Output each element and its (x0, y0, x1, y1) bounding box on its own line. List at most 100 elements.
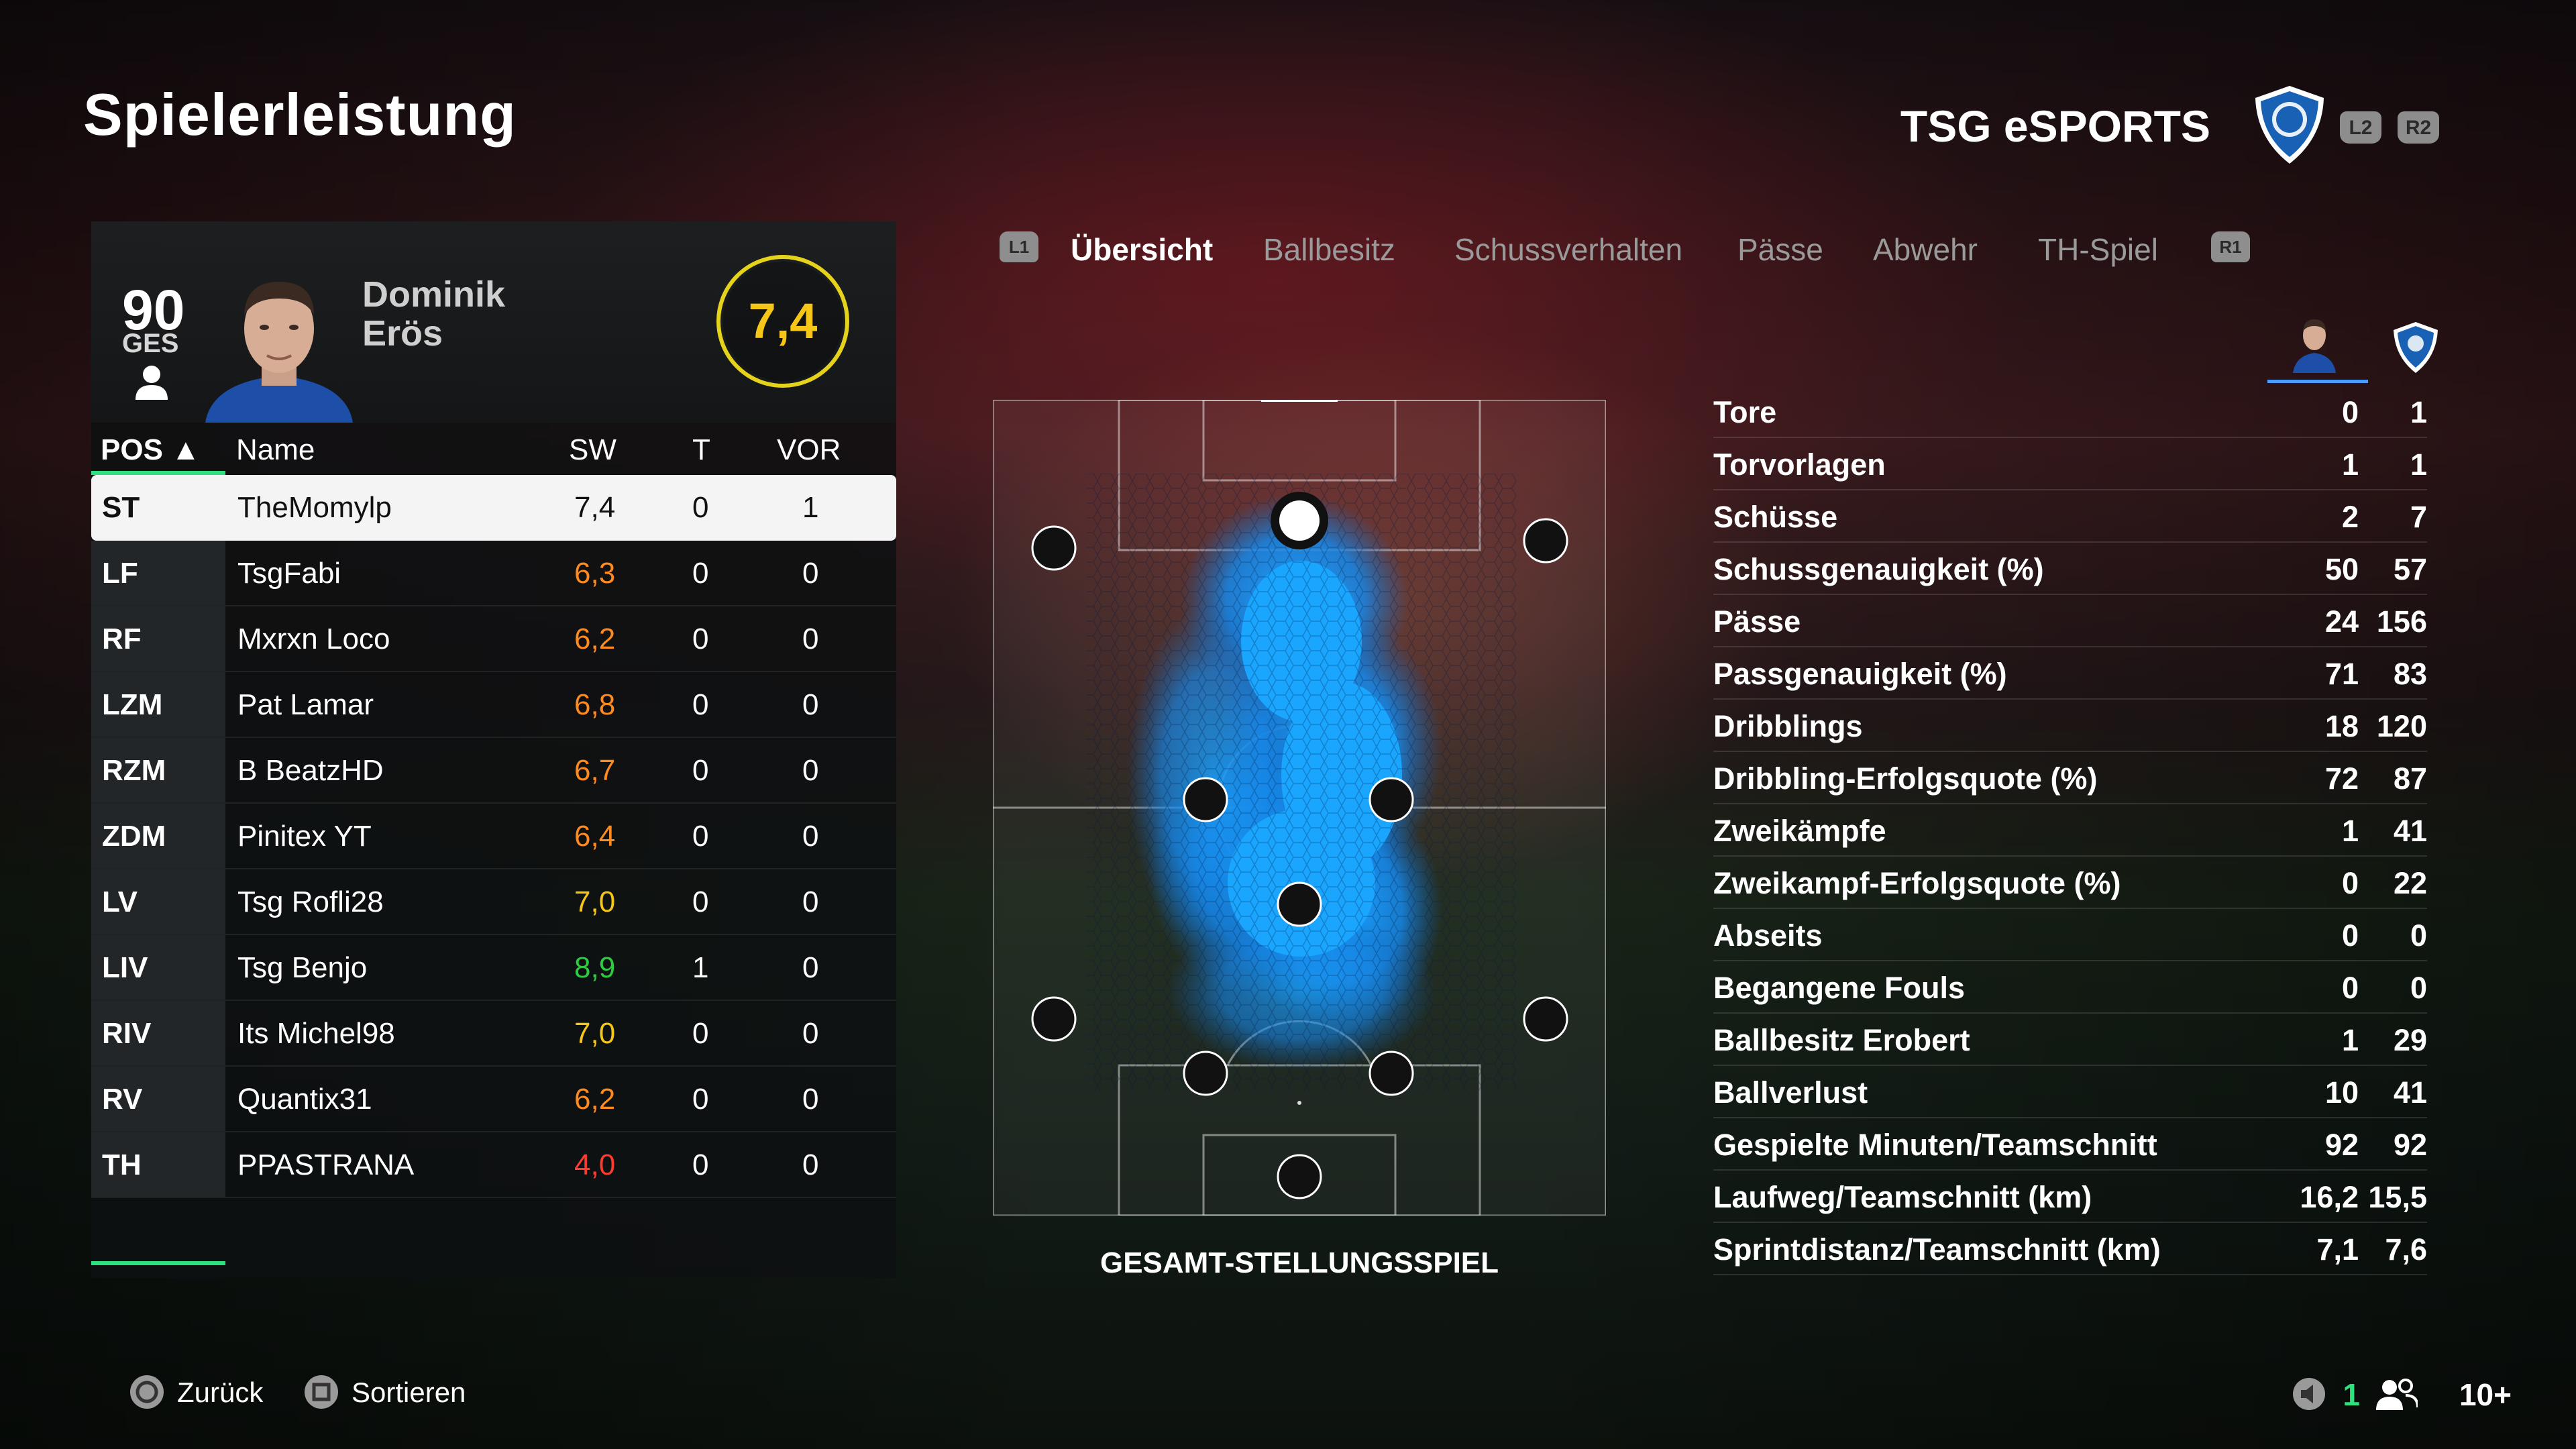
row-goals: 0 (692, 491, 709, 524)
club-crest-icon (2255, 86, 2324, 164)
row-position: RIV (102, 1017, 152, 1050)
tab-th-spiel[interactable]: TH-Spiel (2038, 232, 2158, 267)
pos-cell (91, 541, 225, 605)
pos-cell (91, 738, 225, 802)
row-goals: 0 (692, 1083, 709, 1116)
tab-schussverhalten[interactable]: Schussverhalten (1454, 232, 1683, 267)
stat-label: Zweikampf-Erfolgsquote (%) (1713, 866, 2121, 900)
row-position: LIV (102, 951, 148, 984)
table-row[interactable]: TH PPASTRANA 4,0 0 0 (91, 1132, 896, 1198)
stat-label: Schussgenauigkeit (%) (1713, 552, 2044, 586)
stat-row: Passgenauigkeit (%) 71 83 (1713, 647, 2427, 700)
stat-row: Dribbling-Erfolgsquote (%) 72 87 (1713, 752, 2427, 804)
list-end-underline (91, 1261, 225, 1265)
pos-cell (91, 1067, 225, 1131)
row-player-name: PPASTRANA (237, 1148, 415, 1181)
stat-player-value: 1 (2341, 1023, 2359, 1057)
stat-label: Sprintdistanz/Teamschnitt (km) (1713, 1232, 2161, 1267)
row-assists: 0 (802, 1017, 819, 1050)
vor-header[interactable]: VOR (777, 433, 841, 466)
row-rating: 6,2 (574, 623, 616, 655)
stat-team-value: 0 (2410, 971, 2427, 1005)
stat-row: Ballverlust 10 41 (1713, 1066, 2427, 1118)
stat-player-value: 0 (2341, 971, 2359, 1005)
back-label: Zurück (177, 1377, 264, 1408)
table-row[interactable]: ZDM Pinitex YT 6,4 0 0 (91, 804, 896, 869)
row-player-name: Pat Lamar (237, 688, 374, 721)
stat-row: Zweikämpfe 1 41 (1713, 804, 2427, 857)
player-first-name: Dominik (362, 274, 506, 315)
table-row[interactable]: LF TsgFabi 6,3 0 0 (91, 541, 896, 606)
row-assists: 0 (802, 885, 819, 918)
stat-player-value: 10 (2324, 1075, 2359, 1110)
stat-row: Schussgenauigkeit (%) 50 57 (1713, 543, 2427, 595)
stat-team-value: 120 (2376, 709, 2427, 743)
table-row[interactable]: RV Quantix31 6,2 0 0 (91, 1067, 896, 1132)
tab-bar: Übersicht Ballbesitz Schussverhalten Päs… (1000, 231, 2207, 285)
tab-paesse[interactable]: Pässe (1737, 232, 1823, 267)
stat-label: Laufweg/Teamschnitt (km) (1713, 1180, 2092, 1214)
sw-header[interactable]: SW (569, 433, 616, 466)
stat-team-value: 156 (2376, 604, 2427, 639)
sort-pos-header[interactable]: POS ▲ (101, 433, 201, 466)
row-player-name: Its Michel98 (237, 1017, 395, 1050)
stat-player-value: 72 (2324, 761, 2359, 796)
stat-label: Ballverlust (1713, 1075, 1868, 1110)
pos-cell (91, 935, 225, 1000)
stat-label: Gespielte Minuten/Teamschnitt (1713, 1128, 2157, 1162)
row-player-name: Pinitex YT (237, 820, 372, 853)
table-row[interactable]: LIV Tsg Benjo 8,9 1 0 (91, 935, 896, 1001)
stat-player-value: 1 (2341, 447, 2359, 482)
table-row[interactable]: LV Tsg Rofli28 7,0 0 0 (91, 869, 896, 935)
row-rating: 6,3 (574, 557, 616, 590)
row-goals: 1 (692, 951, 709, 984)
stat-row: Dribblings 18 120 (1713, 700, 2427, 752)
stat-player-value: 2 (2341, 500, 2359, 534)
table-row[interactable]: LZM Pat Lamar 6,8 0 0 (91, 672, 896, 738)
stat-label: Torvorlagen (1713, 447, 1886, 482)
player-portrait (205, 282, 353, 423)
positioning-heatmap (993, 400, 1606, 1216)
stat-team-value: 0 (2410, 918, 2427, 953)
pos-cell (91, 1132, 225, 1197)
pos-cell (91, 869, 225, 934)
stat-row: Laufweg/Teamschnitt (km) 16,2 15,5 (1713, 1171, 2427, 1223)
square-button-icon (305, 1375, 338, 1409)
table-row[interactable]: ST TheMomylp 7,4 0 1 (91, 475, 896, 541)
table-row[interactable]: RIV Its Michel98 7,0 0 0 (91, 1001, 896, 1067)
stat-team-value: 41 (2393, 814, 2427, 848)
stat-team-value: 22 (2393, 866, 2427, 900)
stat-label: Dribblings (1713, 709, 1863, 743)
player-avatar-icon (2293, 319, 2336, 373)
stat-team-value: 15,5 (2368, 1180, 2427, 1214)
player-last-name: Erös (362, 313, 443, 354)
t-header[interactable]: T (692, 433, 710, 466)
pos-cell (91, 804, 225, 868)
stat-label: Zweikämpfe (1713, 814, 1886, 848)
stat-label: Ballbesitz Erobert (1713, 1023, 1970, 1057)
row-position: LZM (102, 688, 163, 721)
tab-ballbesitz[interactable]: Ballbesitz (1263, 232, 1395, 267)
stat-label: Dribbling-Erfolgsquote (%) (1713, 761, 2098, 796)
stat-player-value: 16,2 (2300, 1180, 2359, 1214)
row-position: RF (102, 623, 142, 655)
tab-abwehr[interactable]: Abwehr (1873, 232, 1978, 267)
row-player-name: Mxrxn Loco (237, 623, 390, 655)
name-header[interactable]: Name (236, 433, 315, 466)
player-column-underline (2267, 380, 2368, 383)
tab-uebersicht[interactable]: Übersicht (1071, 232, 1214, 267)
pos-cell (91, 606, 225, 671)
l2-trigger-icon: L2 (2340, 111, 2381, 144)
stat-team-value: 57 (2393, 552, 2427, 586)
row-position: LV (102, 885, 138, 918)
page-title: Spielerleistung (83, 81, 517, 148)
stat-player-value: 50 (2324, 552, 2359, 586)
player-header: 90 GES Dominik Erös 7,4 (91, 221, 896, 423)
table-row[interactable]: RZM B BeatzHD 6,7 0 0 (91, 738, 896, 804)
table-row[interactable]: RF Mxrxn Loco 6,2 0 0 (91, 606, 896, 672)
stat-player-value: 1 (2341, 814, 2359, 848)
row-position: TH (102, 1148, 142, 1181)
row-rating: 6,7 (574, 754, 616, 787)
r1-bumper-icon: R1 (2211, 231, 2250, 262)
row-goals: 0 (692, 1148, 709, 1181)
